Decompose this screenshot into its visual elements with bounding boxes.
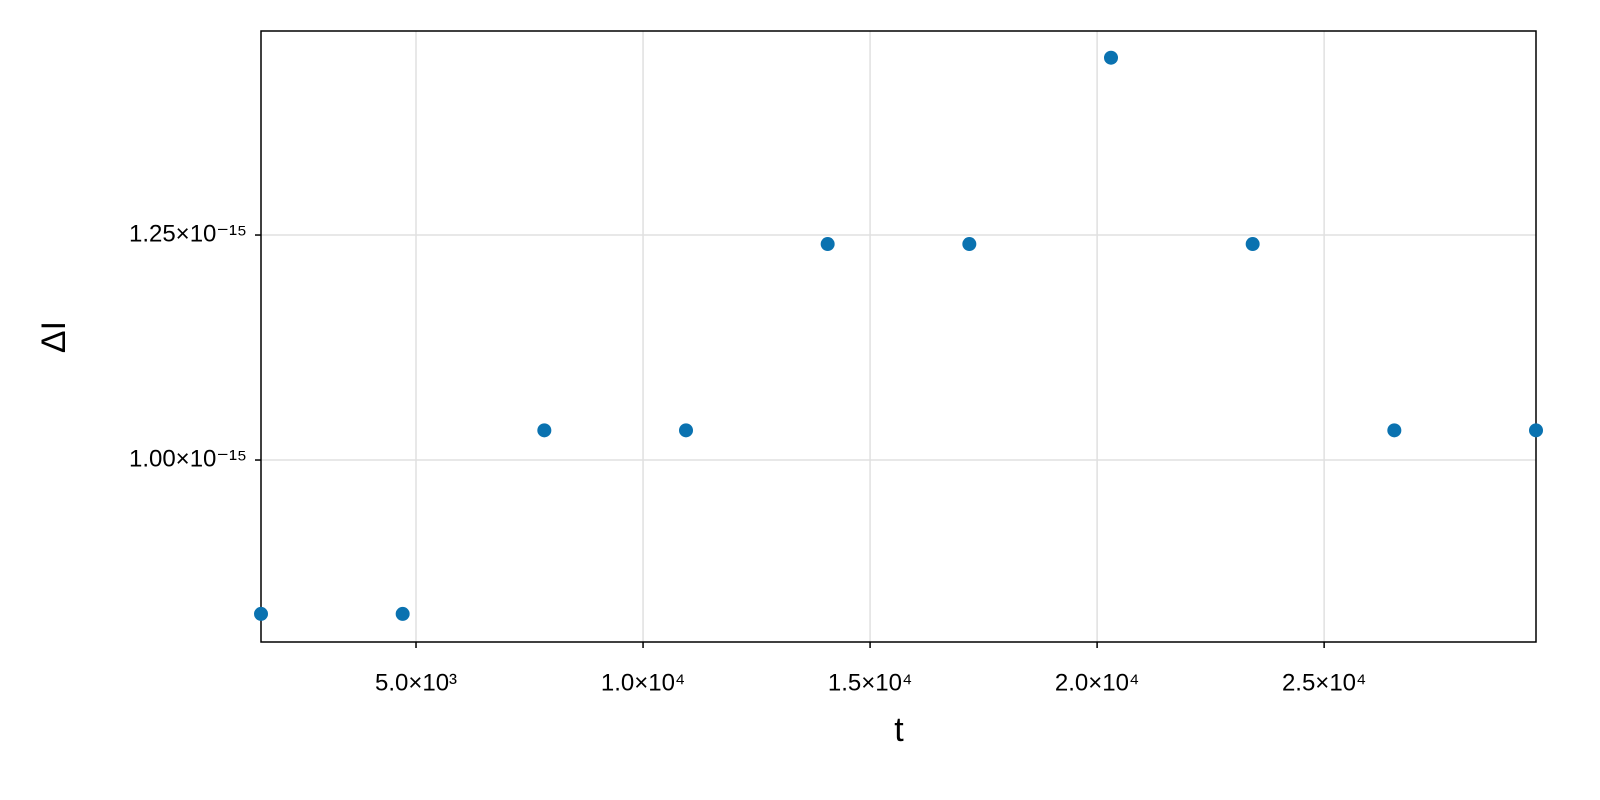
- point: [1387, 423, 1402, 438]
- x-tick-label: 1.0×10⁴: [601, 669, 685, 696]
- point: [679, 423, 693, 438]
- point: [820, 237, 835, 252]
- y-tick-label: 1.00×10⁻¹⁵: [129, 445, 247, 472]
- y-tick-label: 1.25×10⁻¹⁵: [129, 220, 247, 247]
- x-tick-label: 2.5×10⁴: [1282, 669, 1366, 696]
- x-tick-label: 5.0×10³: [375, 669, 457, 696]
- point: [254, 606, 268, 621]
- x-axis-label: t: [894, 711, 904, 749]
- y-axis-label: ΔI: [35, 321, 73, 353]
- x-tick-label: 2.0×10⁴: [1055, 669, 1139, 696]
- x-tick-label: 1.5×10⁴: [828, 669, 912, 696]
- point: [537, 423, 552, 438]
- point: [1104, 50, 1118, 65]
- point: [395, 606, 410, 621]
- point: [962, 237, 977, 252]
- point: [1245, 237, 1260, 252]
- plot-frame: [260, 30, 1537, 643]
- point: [1529, 423, 1543, 438]
